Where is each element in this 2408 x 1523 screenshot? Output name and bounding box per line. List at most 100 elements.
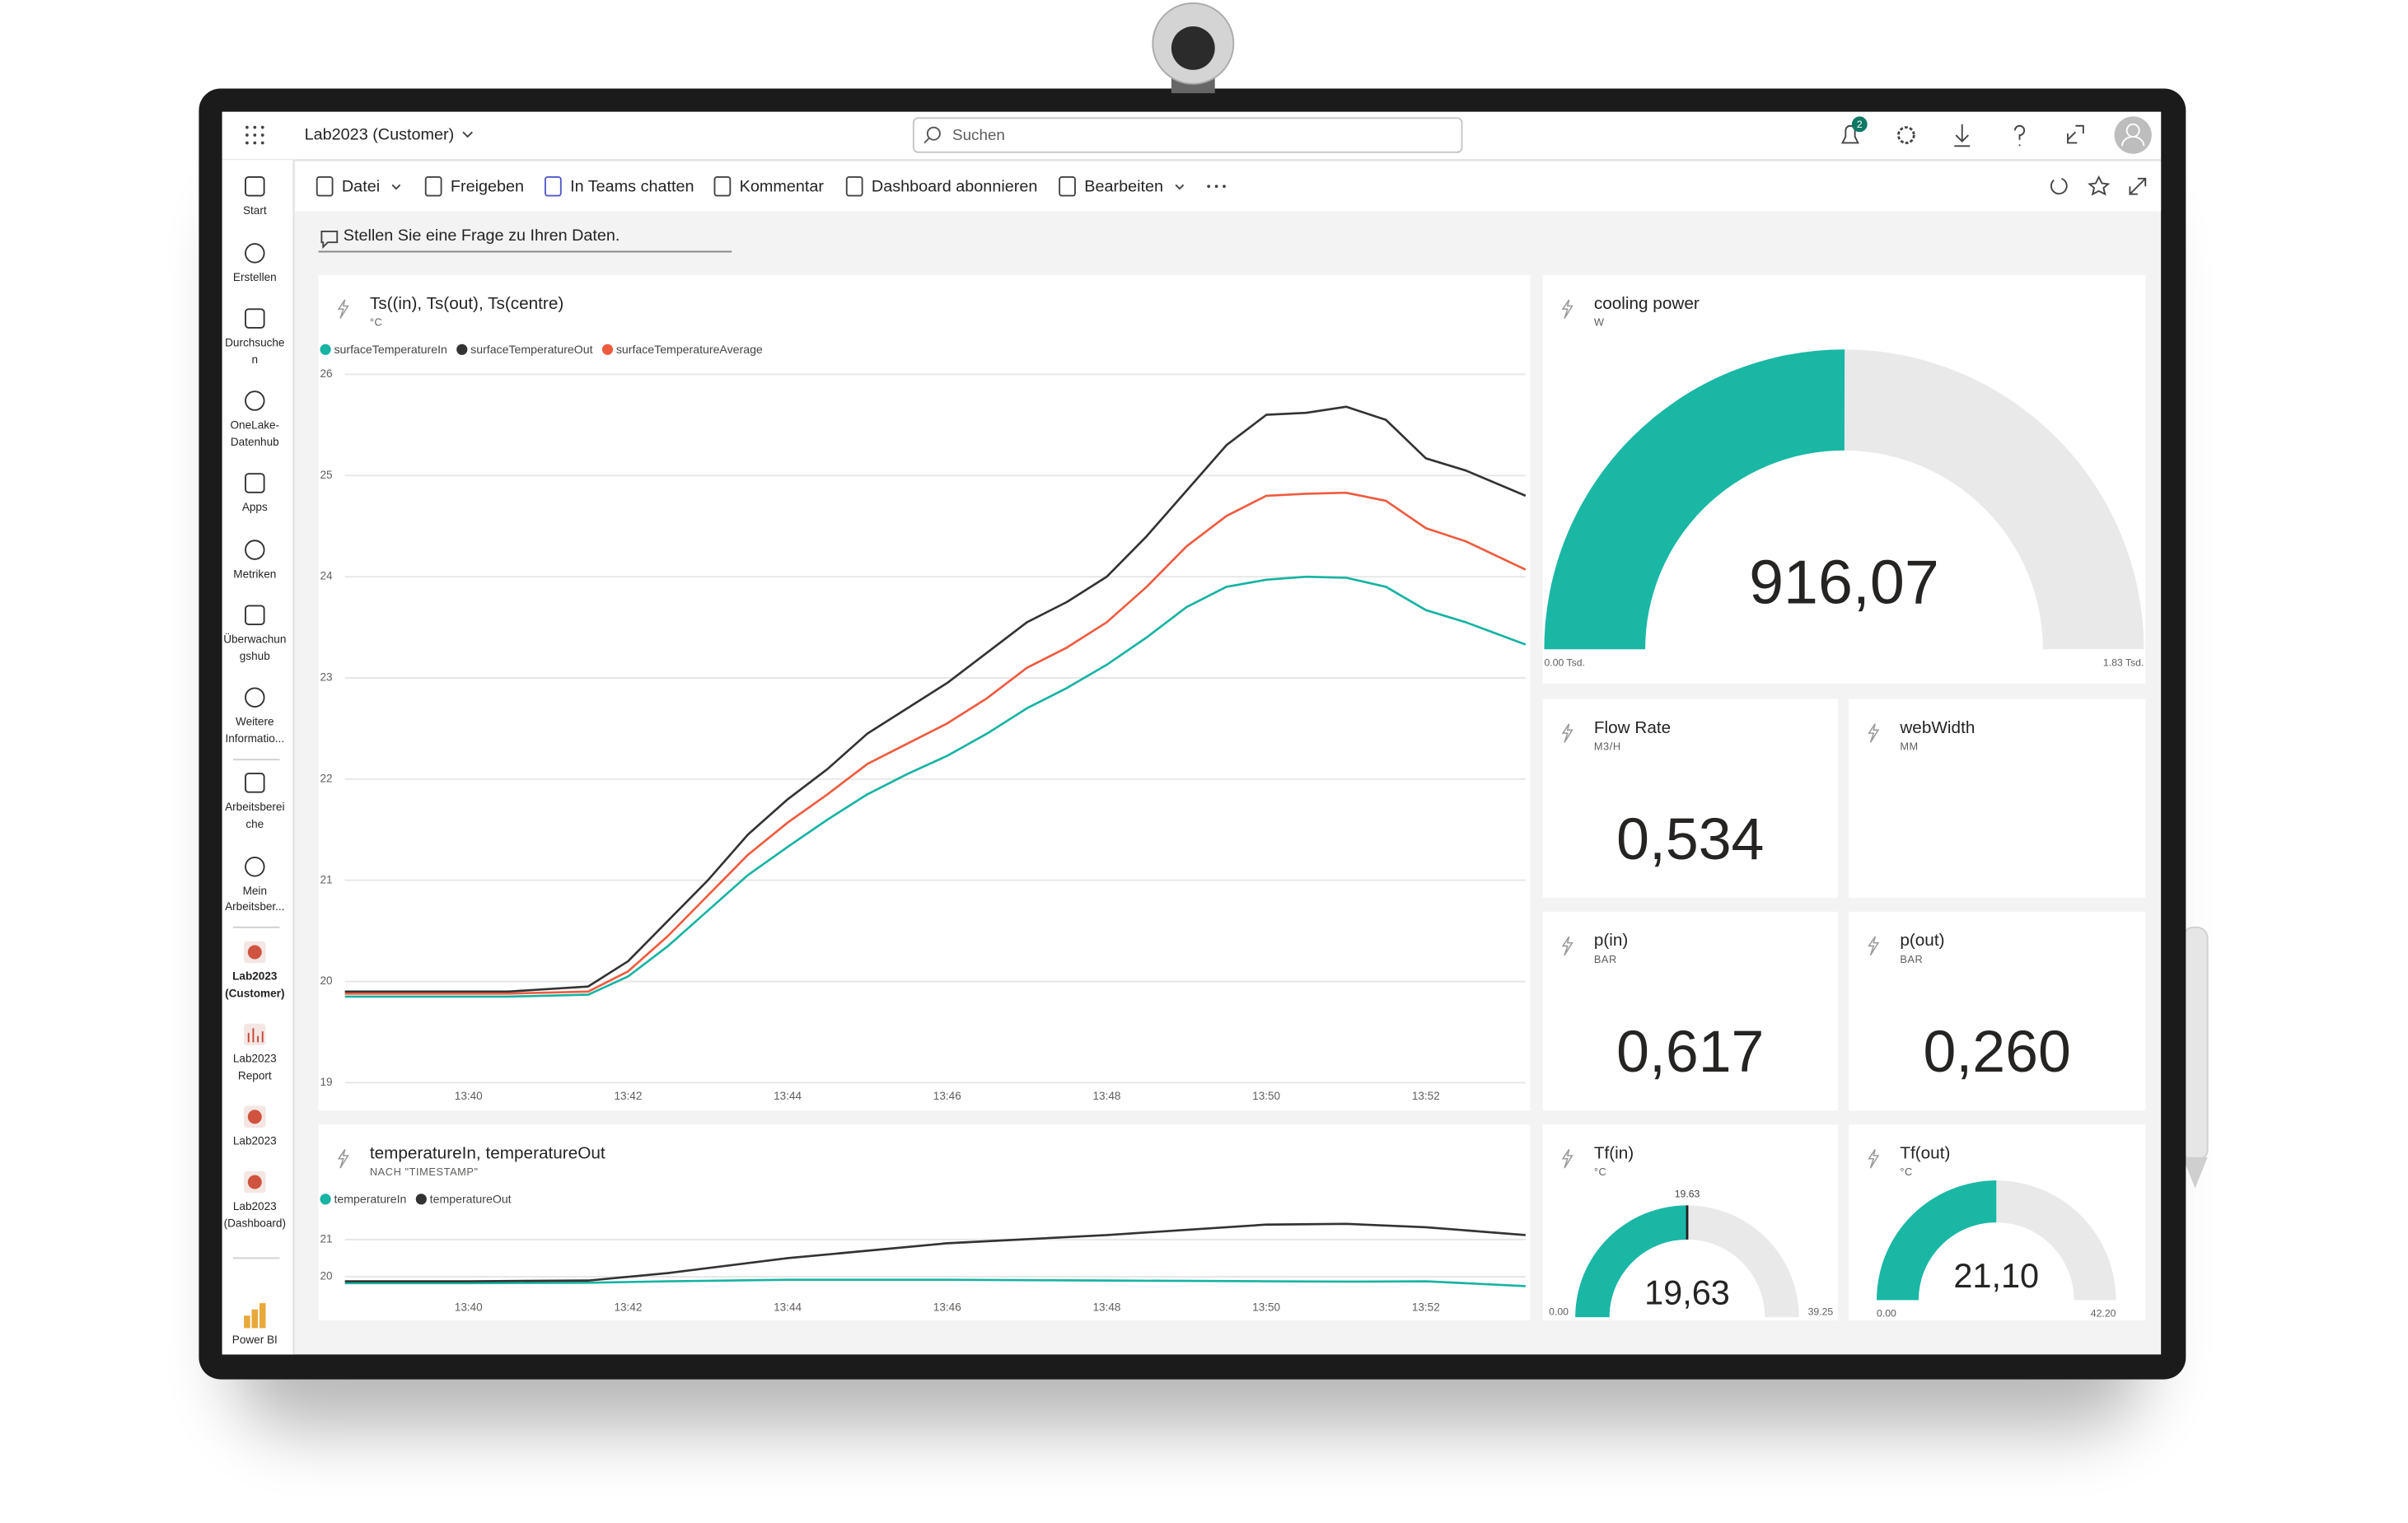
toolbar — [295, 161, 2162, 212]
y-tick-label: 24 — [320, 570, 333, 582]
camera-lens — [1171, 26, 1215, 70]
tile[interactable] — [1542, 698, 1838, 898]
download-icon[interactable] — [1954, 124, 1971, 147]
nav-label[interactable]: Report — [238, 1069, 272, 1082]
y-tick-label: 19 — [320, 1076, 332, 1088]
pen — [2181, 926, 2209, 1161]
waffle-icon[interactable] — [245, 125, 264, 145]
x-tick-label: 13:50 — [1252, 1090, 1280, 1102]
search-icon — [923, 138, 930, 144]
tile[interactable] — [1849, 698, 2146, 898]
nav-icon — [247, 945, 262, 960]
tile-subtitle: °C — [1594, 1166, 1607, 1178]
tile[interactable] — [318, 274, 1531, 1111]
x-tick-label: 13:48 — [1092, 1301, 1120, 1313]
legend-marker — [456, 343, 468, 355]
tile-icon — [1561, 936, 1573, 956]
toolbar-button[interactable]: Freigeben — [451, 177, 524, 195]
nav-icon — [245, 243, 265, 264]
nav-icon — [245, 308, 265, 329]
chevron — [1175, 184, 1185, 190]
gauge-max-label: 1.83 Tsd. — [2103, 656, 2144, 668]
gauge-min-label: 0.00 — [1877, 1308, 1896, 1320]
nav-icon — [245, 176, 265, 197]
toolbar-button[interactable]: In Teams chatten — [570, 177, 694, 195]
legend-label: temperatureIn — [334, 1192, 406, 1205]
tile-title: webWidth — [1899, 718, 1975, 737]
legend-label: temperatureOut — [430, 1192, 512, 1205]
y-tick-label: 22 — [320, 772, 332, 784]
notification-badge — [1851, 116, 1868, 133]
chevron — [462, 131, 473, 138]
settings-icon[interactable] — [1897, 126, 1915, 144]
nav-label[interactable]: Start — [243, 204, 267, 217]
legend-marker — [601, 343, 614, 355]
tile[interactable] — [1849, 911, 2146, 1111]
nav-label[interactable]: Metriken — [233, 568, 276, 580]
nav-label[interactable]: Lab2023 — [233, 1200, 277, 1212]
tile-title: p(in) — [1594, 931, 1628, 950]
nav-label[interactable]: (Customer) — [225, 987, 284, 999]
y-tick-label: 20 — [320, 1270, 333, 1282]
nav-icon — [245, 473, 265, 493]
qa-prompt[interactable]: Stellen Sie eine Frage zu Ihren Daten. — [344, 227, 620, 245]
nav-icon — [245, 540, 265, 560]
feedback-icon[interactable] — [2067, 124, 2084, 144]
gauge-value: 21,10 — [1953, 1256, 2039, 1295]
toolbar-button[interactable]: Dashboard abonnieren — [872, 177, 1037, 195]
tile-subtitle: W — [1594, 316, 1605, 329]
toolbar-icon — [424, 176, 442, 197]
chevron — [391, 184, 401, 190]
nav-label[interactable]: Lab2023 — [233, 1053, 277, 1065]
fullscreen-icon[interactable] — [2129, 177, 2147, 195]
nav-label[interactable]: Power BI — [232, 1334, 278, 1346]
nav-label[interactable]: Lab2023 — [232, 970, 278, 983]
nav-label[interactable]: Weitere — [236, 715, 274, 727]
toolbar-button[interactable]: Datei — [342, 177, 380, 195]
nav-label[interactable]: Arbeitsberei — [225, 801, 284, 813]
nav-label[interactable]: Lab2023 — [233, 1135, 277, 1147]
nav-label[interactable]: Datenhub — [231, 436, 279, 448]
legend-label: surfaceTemperatureIn — [334, 343, 447, 356]
search-box[interactable] — [912, 117, 1463, 153]
gauge-value-arc — [1877, 1180, 1997, 1301]
nav-label[interactable]: OneLake- — [231, 418, 280, 431]
tile-icon — [1868, 1149, 1880, 1169]
toolbar-button[interactable]: Kommentar — [740, 177, 825, 195]
avatar[interactable] — [2114, 116, 2152, 154]
nav-label[interactable]: (Dashboard) — [224, 1217, 286, 1230]
tile-icon — [1561, 1149, 1573, 1169]
workspace-name[interactable]: Lab2023 (Customer) — [305, 125, 455, 143]
pen-tip — [2182, 1156, 2208, 1189]
nav-label[interactable]: Mein — [243, 885, 267, 897]
y-tick-label: 21 — [320, 1232, 332, 1245]
series-line — [344, 491, 1527, 995]
qa-icon — [320, 231, 339, 250]
nav-label[interactable]: che — [245, 818, 264, 830]
legend-label: surfaceTemperatureAverage — [616, 343, 763, 356]
tile[interactable] — [1542, 911, 1838, 1111]
nav-label[interactable]: Apps — [242, 501, 268, 513]
tile-title: cooling power — [1594, 294, 1700, 313]
nav-label[interactable]: Informatio... — [225, 732, 284, 745]
x-tick-label: 13:52 — [1412, 1301, 1440, 1313]
tile[interactable] — [318, 1124, 1531, 1320]
nav-label[interactable]: Erstellen — [233, 271, 277, 283]
tile-title: Flow Rate — [1594, 718, 1671, 737]
x-tick-label: 13:52 — [1412, 1090, 1440, 1102]
tile-subtitle: NACH "TIMESTAMP" — [370, 1166, 479, 1178]
gauge-max-label: 39.25 — [1808, 1306, 1834, 1318]
more-icon[interactable] — [1207, 185, 1226, 189]
favorite-icon[interactable] — [2088, 175, 2111, 196]
gauge-value-arc — [1575, 1205, 1688, 1318]
nav-label[interactable]: Durchsuche — [225, 336, 284, 348]
help-icon[interactable] — [2013, 124, 2026, 147]
nav-label[interactable]: n — [252, 353, 259, 366]
powerbi-logo — [244, 1303, 266, 1329]
nav-label[interactable]: gshub — [240, 650, 270, 662]
toolbar-button[interactable]: Bearbeiten — [1084, 177, 1163, 195]
nav-label[interactable]: Überwachun — [223, 633, 286, 646]
bell-icon[interactable] — [1841, 124, 1859, 144]
refresh-icon[interactable] — [2050, 177, 2068, 195]
nav-label[interactable]: Arbeitsber... — [225, 900, 284, 913]
